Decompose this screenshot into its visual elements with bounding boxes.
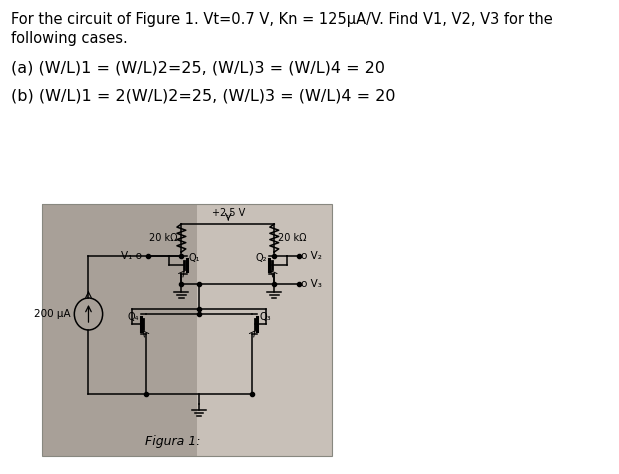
Text: following cases.: following cases. — [11, 31, 128, 46]
Text: Q₄: Q₄ — [128, 312, 139, 322]
Text: Q₃: Q₃ — [259, 312, 271, 322]
Bar — [43, 204, 197, 456]
Text: 200 μA: 200 μA — [34, 309, 71, 319]
Text: (b) (W/L)1 = 2(W/L)2=25, (W/L)3 = (W/L)4 = 20: (b) (W/L)1 = 2(W/L)2=25, (W/L)3 = (W/L)4… — [11, 88, 395, 103]
Text: (a) (W/L)1 = (W/L)2=25, (W/L)3 = (W/L)4 = 20: (a) (W/L)1 = (W/L)2=25, (W/L)3 = (W/L)4 … — [11, 60, 384, 75]
Bar — [43, 204, 332, 456]
Text: Q₂: Q₂ — [256, 253, 267, 263]
Text: 20 kΩ: 20 kΩ — [278, 233, 306, 243]
Text: +2.5 V: +2.5 V — [212, 208, 245, 218]
Text: Q₁: Q₁ — [188, 253, 200, 263]
Text: 20 kΩ: 20 kΩ — [149, 233, 178, 243]
Text: V₁ o: V₁ o — [121, 251, 142, 261]
Text: For the circuit of Figure 1. Vt=0.7 V, Kn = 125μA/V. Find V1, V2, V3 for the: For the circuit of Figure 1. Vt=0.7 V, K… — [11, 12, 552, 27]
Text: o V₃: o V₃ — [301, 279, 322, 289]
Text: o V₂: o V₂ — [301, 251, 322, 261]
Bar — [197, 204, 332, 456]
Text: Figura 1:: Figura 1: — [145, 435, 201, 448]
